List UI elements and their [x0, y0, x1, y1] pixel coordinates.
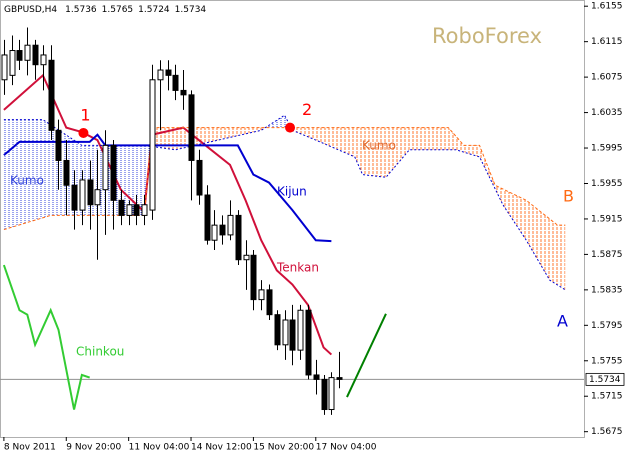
candle-body	[180, 89, 187, 96]
candle-body	[32, 44, 39, 66]
candle-body	[149, 79, 156, 211]
trend-line	[346, 313, 387, 398]
x-tick-label: 15 Nov 20:00	[253, 443, 314, 453]
y-tick-label: 1.5795	[591, 321, 623, 331]
series-label: Tenkan	[276, 261, 319, 275]
kumo-label: Kumo	[10, 174, 44, 188]
y-tick-label: 1.6075	[591, 73, 623, 83]
x-tick-label: 9 Nov 20:00	[66, 443, 121, 453]
header-low: 1.5724	[138, 5, 170, 15]
candle-body	[188, 94, 195, 161]
y-tick-label: 1.5835	[591, 285, 623, 295]
candle-body	[282, 319, 289, 346]
candle-body	[71, 184, 78, 211]
candle-body	[227, 214, 234, 236]
y-tick-label: 1.5875	[591, 250, 623, 260]
y-tick-label: 1.6035	[591, 108, 623, 118]
price-box	[585, 372, 625, 386]
candle-body	[250, 254, 257, 301]
candle-body	[24, 44, 31, 61]
symbol: GBPUSD,H4	[4, 5, 57, 15]
candle-body	[297, 309, 304, 351]
y-tick-label: 1.5915	[591, 214, 623, 224]
y-tick-label: 1.5715	[591, 392, 623, 402]
candle-body	[79, 179, 86, 211]
y-tick-label: 1.5675	[591, 427, 623, 437]
candle-body	[274, 314, 281, 346]
y-tick-label: 1.5755	[591, 356, 623, 366]
series-label: Kijun	[277, 185, 307, 199]
x-tick-label: 14 Nov 12:00	[191, 443, 252, 453]
candle-body	[321, 378, 328, 411]
plot-area	[0, 0, 585, 438]
header-open: 1.5736	[65, 5, 97, 15]
x-tick-label: 17 Nov 04:00	[316, 443, 377, 453]
y-tick-label: 1.6155	[591, 2, 623, 12]
header-close: 1.5734	[175, 5, 207, 15]
candle-body	[63, 159, 70, 186]
watermark: RoboForex	[432, 24, 542, 48]
x-tick-label: 11 Nov 04:00	[129, 443, 190, 453]
candle-body	[243, 254, 250, 261]
y-tick-label: 1.6115	[591, 37, 623, 47]
candle-body	[157, 69, 164, 81]
candle-body	[133, 204, 140, 216]
candle-body	[211, 224, 218, 241]
candle-body	[165, 69, 172, 76]
candle-body	[204, 194, 211, 241]
candle-body	[94, 189, 101, 206]
header-high: 1.5765	[102, 5, 134, 15]
candle-body	[48, 59, 55, 131]
candle-body	[126, 204, 133, 216]
price-label: 1.5734	[589, 375, 621, 385]
y-tick-label: 1.5955	[591, 179, 623, 189]
candle-body	[235, 214, 242, 261]
candle-body	[313, 374, 320, 380]
candle-body	[289, 319, 296, 351]
candle-body	[9, 50, 16, 76]
candle-body	[196, 159, 203, 196]
candle-body	[172, 74, 179, 91]
signal-point	[78, 127, 89, 138]
candle-body	[16, 50, 23, 61]
candle-body	[336, 377, 343, 380]
series-line	[2, 264, 90, 410]
header: GBPUSD,H4 1.5736 1.5765 1.5724 1.5734	[4, 5, 206, 15]
candle-body	[40, 54, 47, 66]
series-label: B	[563, 187, 574, 206]
series-label: Chinkou	[76, 345, 124, 359]
candle-body	[328, 377, 335, 411]
candle-body	[305, 309, 312, 376]
series-line	[3, 114, 566, 291]
y-tick-label: 1.5995	[591, 144, 623, 154]
candle-body	[118, 199, 125, 216]
candle-body	[266, 289, 273, 316]
signal-label: 2	[302, 100, 312, 119]
candle-body	[55, 129, 62, 161]
signal-point	[285, 122, 296, 133]
kumo-label: Kumo	[362, 139, 396, 153]
series-label: A	[557, 312, 568, 331]
candle-body	[102, 144, 109, 191]
candle-body	[110, 144, 117, 201]
candle-body	[258, 289, 265, 301]
candle-body	[141, 204, 148, 216]
signal-label: 1	[80, 105, 90, 124]
candle-body	[87, 179, 94, 206]
x-tick-label: 8 Nov 2011	[4, 443, 56, 453]
candle-body	[1, 54, 8, 81]
candle-body	[219, 224, 226, 236]
